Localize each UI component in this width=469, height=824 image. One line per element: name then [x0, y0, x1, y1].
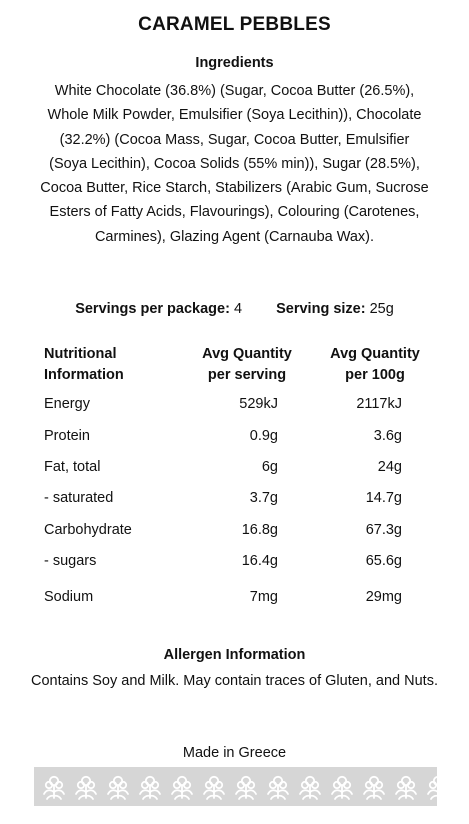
nutrient-per-serving: 16.8g	[241, 522, 278, 538]
flower-motif-icon	[70, 771, 102, 803]
nutrition-header-per-100g: Avg Quantity per 100g	[330, 346, 420, 383]
nutrient-name: Sodium	[44, 589, 94, 605]
nutrient-per-100g: 24g	[377, 459, 402, 475]
flower-motif-icon	[294, 771, 326, 803]
nutrition-row-fat-total: Fat, total 6g 24g	[0, 459, 469, 481]
nutrient-name: Fat, total	[44, 459, 101, 475]
nutrition-header-per-serving: Avg Quantity per serving	[202, 346, 292, 383]
nutrient-per-serving: 16.4g	[241, 553, 278, 569]
nutrient-per-100g: 3.6g	[373, 428, 402, 444]
nutrient-name: Protein	[44, 428, 90, 444]
flower-motif-icon	[102, 771, 134, 803]
allergen-text: Contains Soy and Milk. May contain trace…	[30, 673, 438, 689]
servings-per-package-value: 4	[233, 301, 243, 317]
nutrition-row-energy: Energy 529kJ 2117kJ	[0, 396, 469, 418]
flower-motif-icon	[358, 771, 390, 803]
serving-size-value: 25g	[369, 301, 394, 317]
ingredients-heading: Ingredients	[195, 55, 274, 71]
decorative-flower-band	[34, 767, 449, 806]
product-title: CARAMEL PEBBLES	[138, 14, 331, 35]
flower-motif-icon	[262, 771, 294, 803]
nutrient-name: Carbohydrate	[44, 522, 132, 538]
nutrition-header-name: Nutritional Information	[44, 346, 124, 383]
flower-motif-icon	[422, 771, 454, 803]
nutrient-per-100g: 29mg	[365, 589, 402, 605]
nutrient-name: - sugars	[44, 553, 97, 569]
origin-text: Made in Greece	[182, 745, 287, 761]
flower-motif-icon	[230, 771, 262, 803]
nutrition-row-sodium: Sodium 7mg 29mg	[0, 589, 469, 611]
nutrition-row-protein: Protein 0.9g 3.6g	[0, 428, 469, 450]
nutrient-per-100g: 14.7g	[365, 490, 402, 506]
flower-motif-icon	[198, 771, 230, 803]
nutrient-name: Energy	[44, 396, 90, 412]
allergen-heading: Allergen Information	[163, 647, 306, 663]
flower-motif-icon	[390, 771, 422, 803]
nutrition-row-carbohydrate: Carbohydrate 16.8g 67.3g	[0, 522, 469, 544]
nutrient-per-100g: 65.6g	[365, 553, 402, 569]
nutrient-per-serving: 0.9g	[249, 428, 278, 444]
flower-motif-icon	[38, 771, 70, 803]
servings-line: Servings per package: 4 Serving size: 25…	[0, 301, 469, 317]
nutrient-per-serving: 6g	[261, 459, 278, 475]
nutrition-row-sugars: - sugars 16.4g 65.6g	[0, 553, 469, 575]
flower-motif-icon	[166, 771, 198, 803]
nutrient-per-serving: 3.7g	[249, 490, 278, 506]
ingredients-text: White Chocolate (36.8%) (Sugar, Cocoa Bu…	[40, 83, 429, 245]
nutrition-row-saturated: - saturated 3.7g 14.7g	[0, 490, 469, 512]
serving-size-label: Serving size:	[276, 301, 366, 317]
nutrient-per-serving: 529kJ	[239, 396, 278, 412]
nutrient-per-100g: 2117kJ	[356, 396, 402, 412]
flower-motif-icon	[134, 771, 166, 803]
flower-motif-icon	[326, 771, 358, 803]
nutrient-per-serving: 7mg	[249, 589, 278, 605]
nutrient-per-100g: 67.3g	[365, 522, 402, 538]
nutrient-name: - saturated	[44, 490, 114, 506]
servings-per-package-label: Servings per package:	[75, 301, 230, 317]
